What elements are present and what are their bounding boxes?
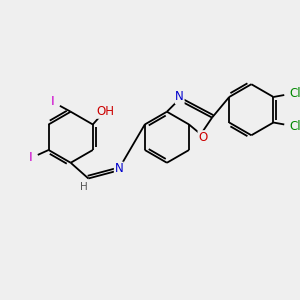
Text: N: N [175, 91, 184, 103]
Text: Cl: Cl [289, 120, 300, 133]
Text: N: N [114, 162, 123, 175]
Text: I: I [51, 95, 55, 108]
Text: H: H [80, 182, 87, 192]
Text: Cl: Cl [289, 87, 300, 100]
Text: I: I [29, 152, 33, 164]
Text: O: O [198, 131, 207, 144]
Text: OH: OH [97, 105, 115, 118]
